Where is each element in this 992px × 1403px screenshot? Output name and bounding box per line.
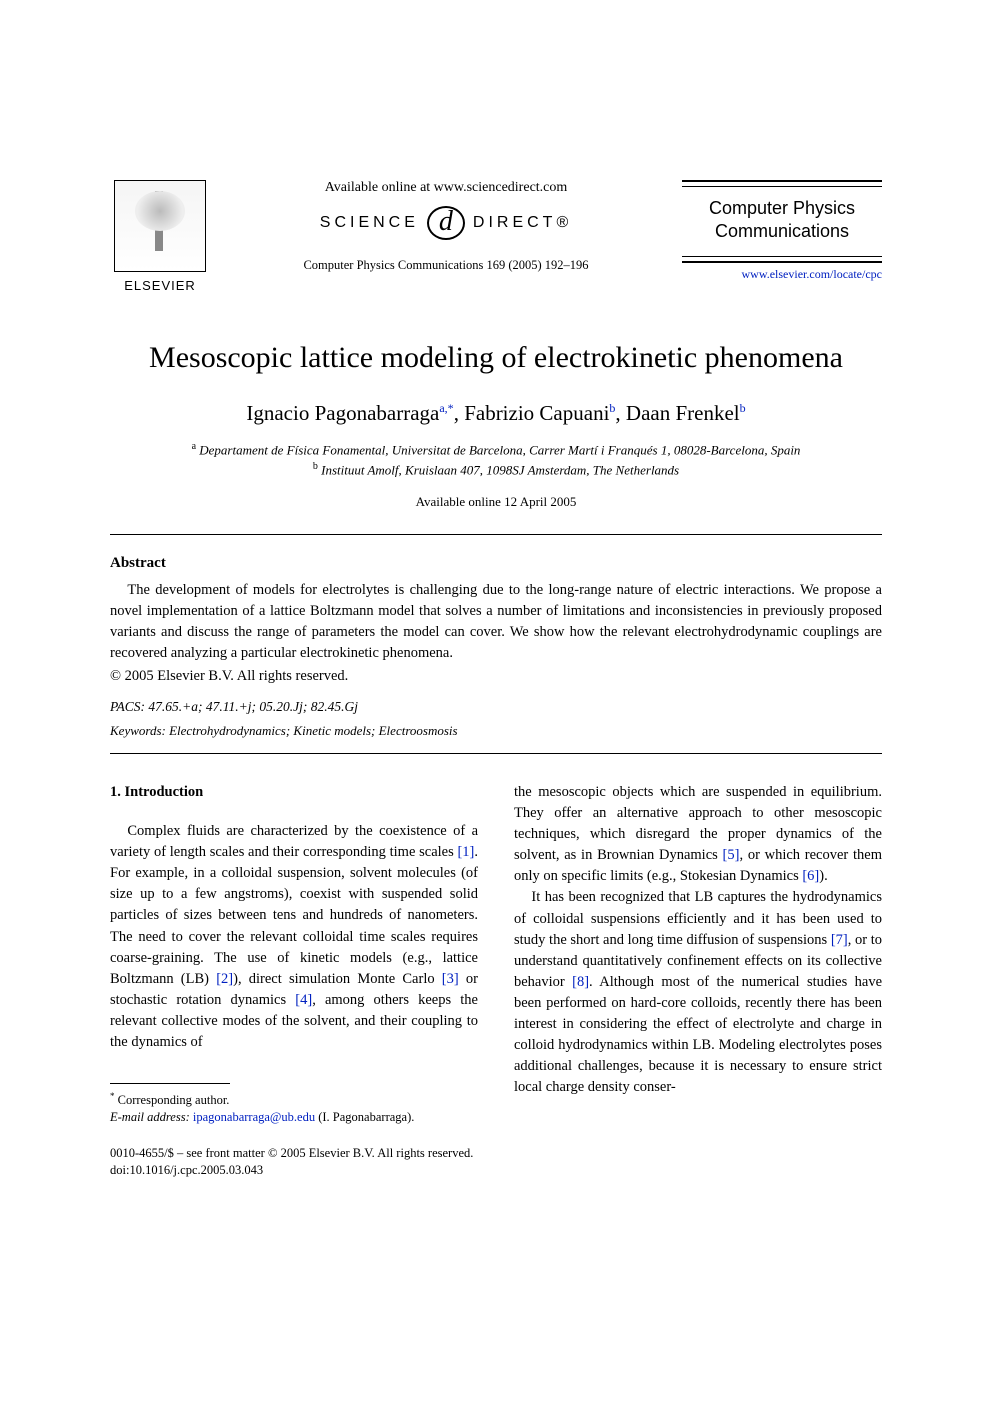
author-1: Ignacio Pagonabarraga — [246, 401, 439, 425]
paper-page: ELSEVIER Available online at www.science… — [0, 0, 992, 1240]
affil-a-text: Departament de Física Fonamental, Univer… — [196, 442, 800, 457]
body-columns: 1. Introduction Complex fluids are chara… — [110, 782, 882, 1126]
sd-word-left: SCIENCE — [320, 214, 419, 232]
corresponding-footnote: * Corresponding author. — [110, 1090, 478, 1110]
sd-word-right: DIRECT® — [473, 214, 572, 232]
abstract-heading: Abstract — [110, 555, 882, 572]
cite-5[interactable]: [5] — [723, 847, 740, 863]
sciencedirect-logo: SCIENCE d DIRECT® — [220, 206, 672, 240]
authors: Ignacio Pagonabarragaa,*, Fabrizio Capua… — [110, 401, 882, 426]
rule-thick-2 — [682, 261, 882, 263]
publisher-label: ELSEVIER — [124, 278, 196, 293]
doi-line-1: 0010-4655/$ – see front matter © 2005 El… — [110, 1145, 882, 1163]
header-center: Available online at www.sciencedirect.co… — [210, 180, 682, 273]
txt: . For example, in a colloidal suspension… — [110, 844, 478, 986]
rule-thick — [682, 180, 882, 182]
txt: ), direct simulation Monte Carlo — [233, 971, 442, 987]
cite-6[interactable]: [6] — [802, 868, 819, 884]
online-date: Available online 12 April 2005 — [110, 494, 882, 510]
header: ELSEVIER Available online at www.science… — [110, 180, 882, 293]
keywords-label: Keywords: — [110, 723, 166, 738]
txt: ). — [819, 868, 827, 884]
doi-line-2: doi:10.1016/j.cpc.2005.03.043 — [110, 1162, 882, 1180]
elsevier-tree-icon — [114, 180, 206, 272]
abstract-copyright: © 2005 Elsevier B.V. All rights reserved… — [110, 668, 882, 685]
corr-text: Corresponding author. — [115, 1093, 230, 1107]
email-tail: (I. Pagonabarraga). — [315, 1110, 414, 1124]
col1-para-1: Complex fluids are characterized by the … — [110, 821, 478, 1052]
column-right: the mesoscopic objects which are suspend… — [514, 782, 882, 1126]
author-sep-2: , — [615, 401, 626, 425]
journal-url: www.elsevier.com/locate/cpc — [682, 267, 882, 282]
rule-thin — [682, 186, 882, 187]
author-sep-1: , — [454, 401, 465, 425]
author-3-affil: b — [740, 401, 746, 415]
author-2: Fabrizio Capuani — [464, 401, 609, 425]
affiliation-b: b Instituut Amolf, Kruislaan 407, 1098SJ… — [110, 460, 882, 480]
footnote-rule — [110, 1083, 230, 1084]
affiliation-a: a Departament de Física Fonamental, Univ… — [110, 440, 882, 460]
keywords: Keywords: Electrohydrodynamics; Kinetic … — [110, 723, 882, 739]
pacs-label: PACS: — [110, 699, 145, 714]
section-1-heading: 1. Introduction — [110, 782, 478, 803]
article-title: Mesoscopic lattice modeling of electroki… — [110, 341, 882, 375]
sd-d-icon: d — [427, 206, 465, 240]
separator-1 — [110, 534, 882, 535]
author-1-affil: a,* — [439, 401, 453, 415]
pacs-codes: 47.65.+a; 47.11.+j; 05.20.Jj; 82.45.Gj — [145, 699, 358, 714]
pacs: PACS: 47.65.+a; 47.11.+j; 05.20.Jj; 82.4… — [110, 699, 882, 715]
column-left: 1. Introduction Complex fluids are chara… — [110, 782, 478, 1126]
abstract-body: The development of models for electrolyt… — [110, 580, 882, 664]
txt: It has been recognized that LB captures … — [514, 889, 882, 947]
email-label: E-mail address: — [110, 1110, 190, 1124]
journal-title-block: Computer Physics Communications www.else… — [682, 180, 882, 282]
rule-thin-2 — [682, 256, 882, 257]
col2-para-2: It has been recognized that LB captures … — [514, 887, 882, 1097]
email-footnote: E-mail address: ipagonabarraga@ub.edu (I… — [110, 1109, 478, 1127]
journal-reference: Computer Physics Communications 169 (200… — [220, 258, 672, 273]
keywords-text: Electrohydrodynamics; Kinetic models; El… — [166, 723, 458, 738]
doi-block: 0010-4655/$ – see front matter © 2005 El… — [110, 1145, 882, 1180]
publisher-logo-block: ELSEVIER — [110, 180, 210, 293]
col2-para-1: the mesoscopic objects which are suspend… — [514, 782, 882, 887]
journal-name: Computer Physics Communications — [682, 197, 882, 242]
cite-2[interactable]: [2] — [216, 971, 233, 987]
txt: . Although most of the numerical studies… — [514, 974, 882, 1095]
email-link[interactable]: ipagonabarraga@ub.edu — [193, 1110, 315, 1124]
cite-4[interactable]: [4] — [295, 992, 312, 1008]
affil-b-text: Instituut Amolf, Kruislaan 407, 1098SJ A… — [318, 463, 679, 478]
txt: Complex fluids are characterized by the … — [110, 823, 478, 860]
separator-2 — [110, 753, 882, 754]
journal-url-link[interactable]: www.elsevier.com/locate/cpc — [742, 267, 883, 281]
cite-1[interactable]: [1] — [457, 844, 474, 860]
author-3: Daan Frenkel — [626, 401, 740, 425]
cite-7[interactable]: [7] — [831, 932, 848, 948]
available-online-text: Available online at www.sciencedirect.co… — [220, 180, 672, 196]
cite-3[interactable]: [3] — [442, 971, 459, 987]
cite-8[interactable]: [8] — [572, 974, 589, 990]
